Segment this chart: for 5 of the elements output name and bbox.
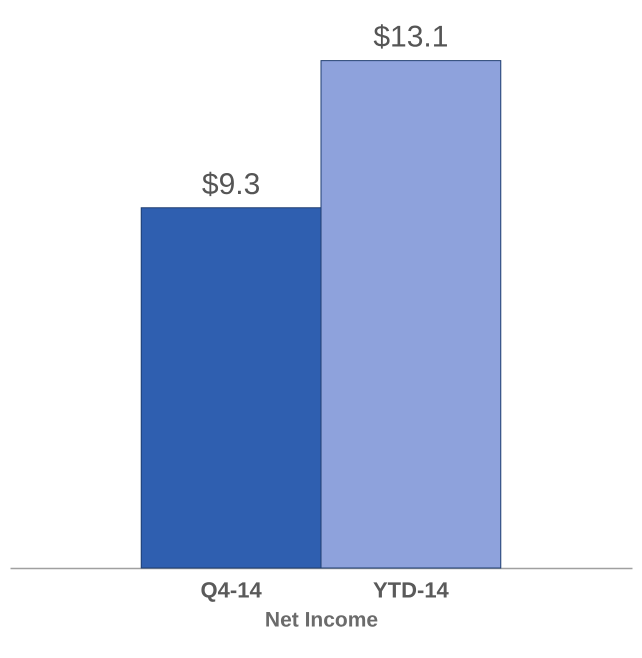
data-label: $9.3	[202, 168, 260, 201]
x-tick-label: Q4-14	[200, 578, 262, 602]
data-label: $13.1	[373, 20, 448, 54]
x-tick-label: YTD-14	[372, 578, 450, 602]
x-axis-title: Net Income	[264, 608, 378, 632]
